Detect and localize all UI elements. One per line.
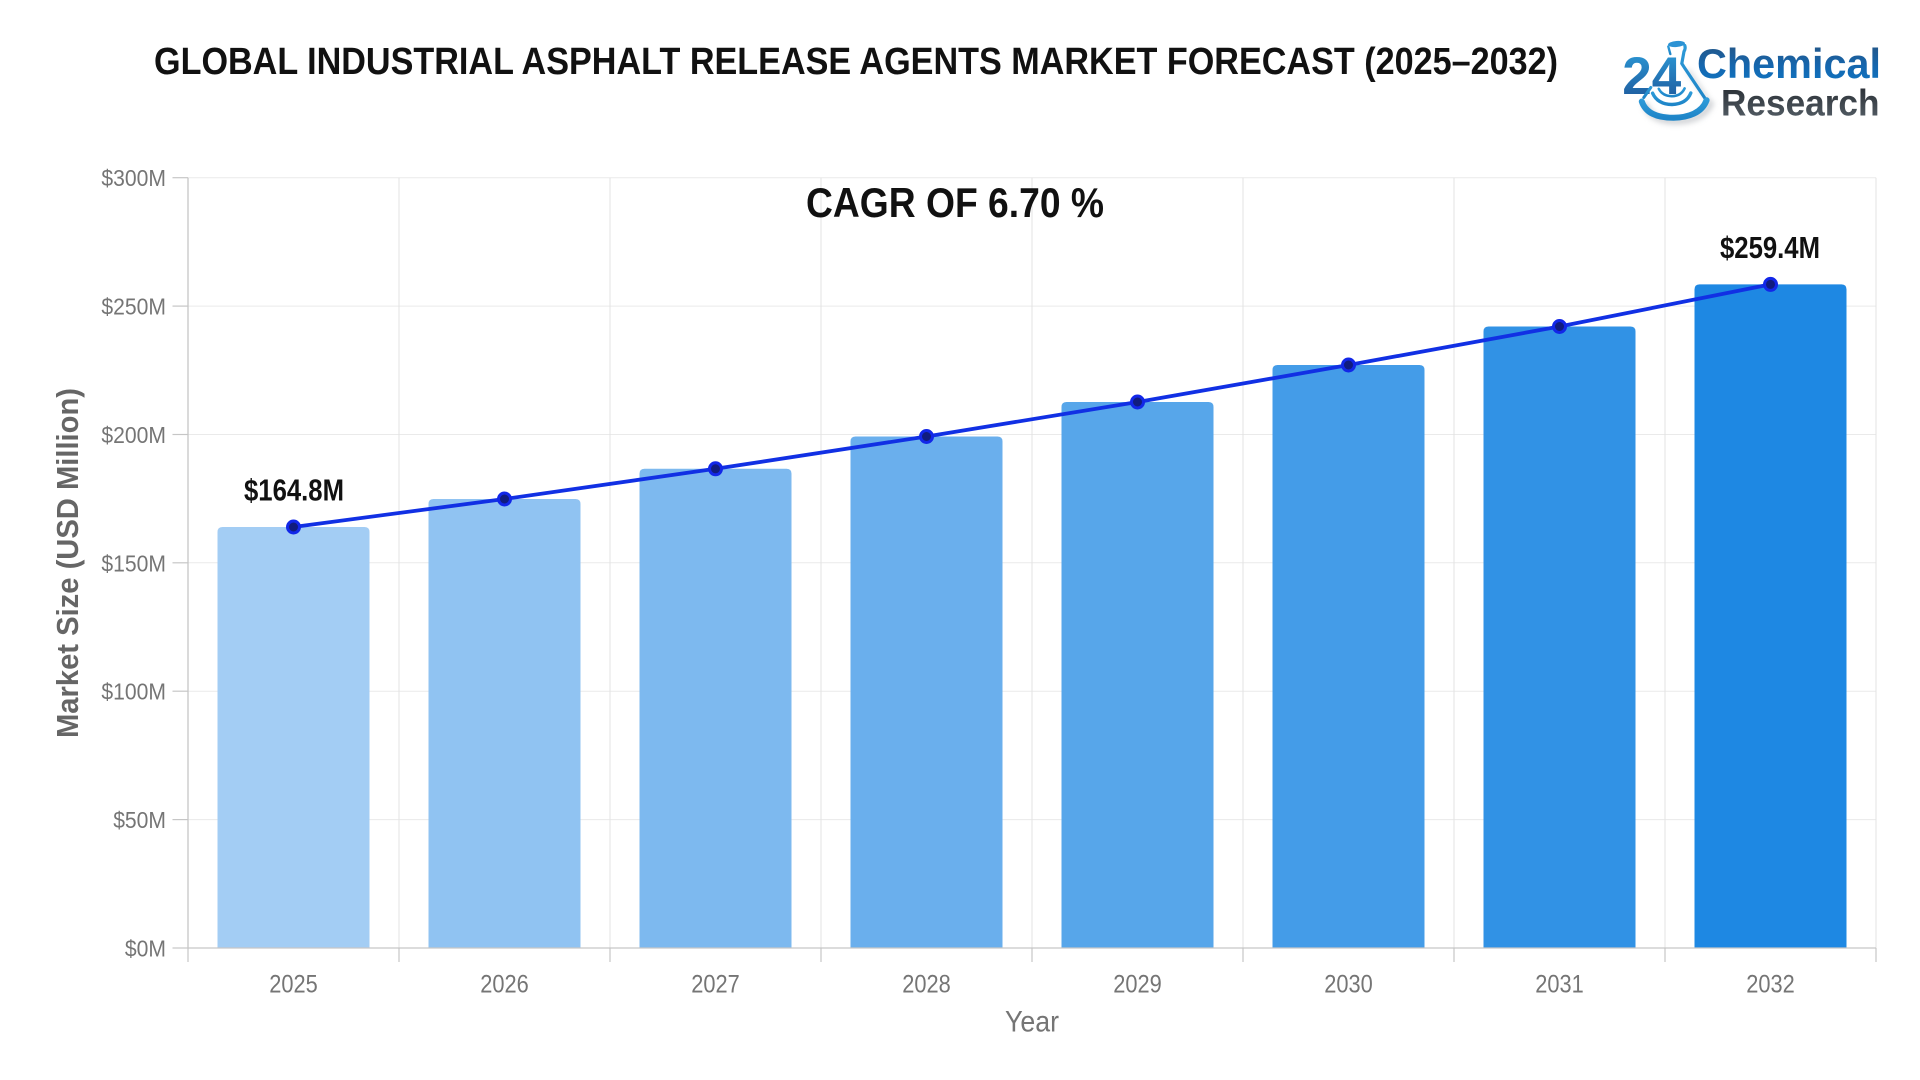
svg-text:CAGR OF 6.70 %: CAGR OF 6.70 % xyxy=(806,179,1104,226)
svg-text:$164.8M: $164.8M xyxy=(244,473,344,508)
svg-text:$100M: $100M xyxy=(101,679,166,705)
svg-text:2031: 2031 xyxy=(1535,971,1584,999)
svg-text:$200M: $200M xyxy=(101,422,166,448)
svg-text:GLOBAL INDUSTRIAL ASPHALT RELE: GLOBAL INDUSTRIAL ASPHALT RELEASE AGENTS… xyxy=(154,41,1558,83)
svg-text:$0M: $0M xyxy=(125,936,166,962)
svg-text:Chemical: Chemical xyxy=(1697,40,1881,87)
svg-text:2026: 2026 xyxy=(480,971,529,999)
svg-text:$50M: $50M xyxy=(113,807,166,833)
svg-text:$250M: $250M xyxy=(101,294,166,320)
svg-text:2025: 2025 xyxy=(269,971,318,999)
svg-text:Market Size (USD Million): Market Size (USD Million) xyxy=(50,388,85,738)
svg-text:2032: 2032 xyxy=(1746,971,1795,999)
svg-text:$150M: $150M xyxy=(101,550,166,576)
svg-text:2029: 2029 xyxy=(1113,971,1162,999)
svg-text:Year: Year xyxy=(1005,1006,1059,1039)
svg-text:2030: 2030 xyxy=(1324,971,1373,999)
svg-text:$259.4M: $259.4M xyxy=(1720,230,1820,265)
svg-text:2028: 2028 xyxy=(902,971,951,999)
svg-text:2027: 2027 xyxy=(691,971,740,999)
svg-text:$300M: $300M xyxy=(101,165,166,191)
svg-text:Research: Research xyxy=(1721,82,1880,123)
